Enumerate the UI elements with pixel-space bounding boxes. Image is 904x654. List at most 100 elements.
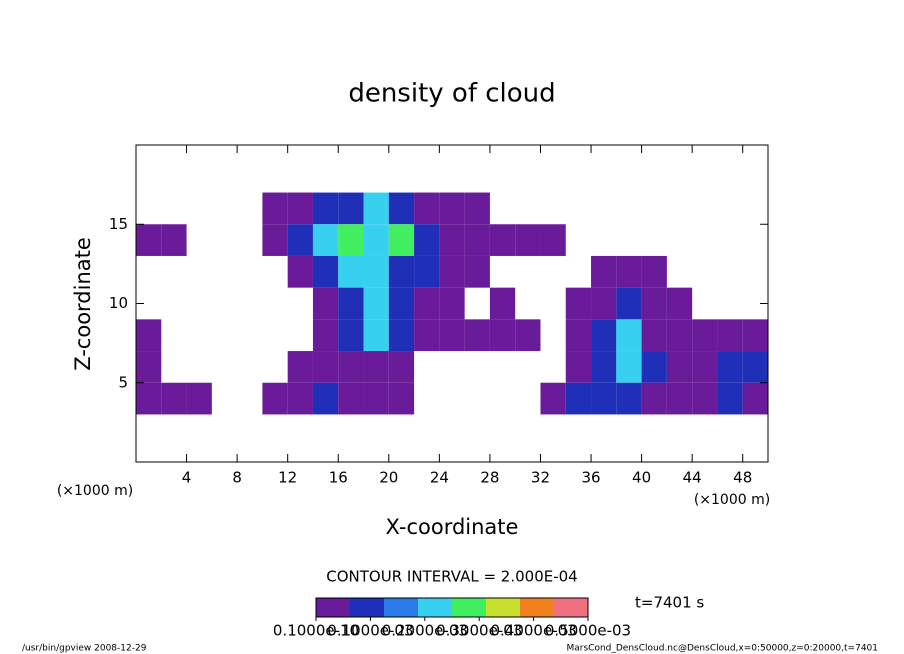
cell (616, 255, 642, 288)
footer-left: /usr/bin/gpview 2008-12-29 (22, 644, 147, 654)
x-tick-label: 28 (480, 469, 499, 487)
x-tick-label: 20 (379, 469, 398, 487)
cell (388, 351, 415, 383)
cell (338, 224, 364, 256)
cell (464, 255, 490, 288)
cell (338, 351, 364, 383)
colorbar-swatch (447, 598, 453, 617)
colorbar-swatch (452, 598, 457, 617)
y-tick-label: 5 (118, 373, 128, 391)
cell (338, 319, 364, 352)
y-tick-label: 10 (109, 294, 128, 312)
cell (439, 287, 465, 320)
cell (464, 319, 490, 352)
x-tick-label: 8 (232, 469, 242, 487)
cell (136, 382, 162, 415)
cell (439, 224, 465, 256)
cell (439, 319, 465, 352)
colorbar-swatch (545, 598, 551, 617)
cell (312, 351, 339, 383)
colorbar-swatch (413, 598, 419, 617)
cell (591, 382, 617, 415)
colorbar-swatch (401, 598, 406, 617)
cell (287, 382, 313, 415)
colorbar-swatch (367, 598, 372, 617)
cell (414, 192, 440, 225)
cell (692, 382, 718, 415)
cell (388, 382, 415, 415)
colorbar-swatch (541, 598, 546, 617)
colorbar-swatch (549, 598, 555, 617)
cell (388, 287, 415, 320)
colorbar-swatch (354, 598, 359, 617)
cell (388, 319, 415, 352)
cell (540, 224, 566, 256)
cell (641, 255, 667, 288)
cell (591, 351, 617, 383)
colorbar-swatch (324, 598, 330, 617)
cell (414, 319, 440, 352)
colorbar-swatch (388, 598, 393, 617)
cell (641, 351, 667, 383)
cell (388, 192, 415, 225)
x-tick-label: 16 (329, 469, 348, 487)
cell (565, 351, 592, 383)
colorbar-swatch (528, 598, 534, 617)
cell (565, 287, 592, 320)
colorbar-swatch (341, 598, 347, 617)
cell (717, 319, 743, 352)
cell (287, 224, 313, 256)
colorbar-swatch (345, 598, 351, 617)
x-tick-label: 24 (430, 469, 449, 487)
cell (464, 192, 490, 225)
x-tick-label: 36 (581, 469, 600, 487)
cell (388, 224, 415, 256)
cell (515, 224, 541, 256)
colorbar-swatch (481, 598, 487, 617)
colorbar-swatch (371, 598, 376, 617)
cell (692, 319, 718, 352)
x-tick-label: 40 (632, 469, 651, 487)
colorbar-swatch (418, 598, 423, 617)
cell (388, 255, 415, 288)
cell (338, 287, 364, 320)
cell (565, 319, 592, 352)
cell (312, 319, 339, 352)
cell (742, 382, 768, 415)
cell (616, 319, 642, 352)
cell (338, 255, 364, 288)
colorbar-swatch (396, 598, 402, 617)
cell (641, 382, 667, 415)
cell (186, 382, 212, 415)
x-tick-label: 12 (278, 469, 297, 487)
cell (312, 382, 339, 415)
x-tick-label: 4 (182, 469, 192, 487)
colorbar-label: 0.1000e-10 (273, 622, 359, 640)
colorbar-swatch (430, 598, 436, 617)
colorbar-swatch (460, 598, 466, 617)
cell (136, 224, 162, 256)
colorbar-frame (315, 597, 589, 618)
colorbar-swatch (494, 598, 500, 617)
cell (489, 224, 516, 256)
colorbar-swatch (566, 598, 572, 617)
cell (262, 382, 288, 415)
cell (666, 287, 693, 320)
colorbar-swatch (464, 598, 470, 617)
colorbar-swatch (409, 598, 415, 617)
colorbar-swatch (511, 598, 517, 617)
cell (439, 192, 465, 225)
colorbar-label: 0.4000e-03 (490, 622, 576, 640)
colorbar-swatch (328, 598, 334, 617)
colorbar-swatch (490, 598, 495, 617)
cell (363, 224, 389, 256)
cell (287, 255, 313, 288)
x-tick-label: 32 (531, 469, 550, 487)
cell (717, 382, 743, 415)
cell (312, 224, 339, 256)
colorbar-swatch (537, 598, 542, 617)
colorbar-swatch (469, 598, 474, 617)
cell (363, 319, 389, 352)
colorbar-swatch (333, 598, 338, 617)
cell (161, 382, 187, 415)
